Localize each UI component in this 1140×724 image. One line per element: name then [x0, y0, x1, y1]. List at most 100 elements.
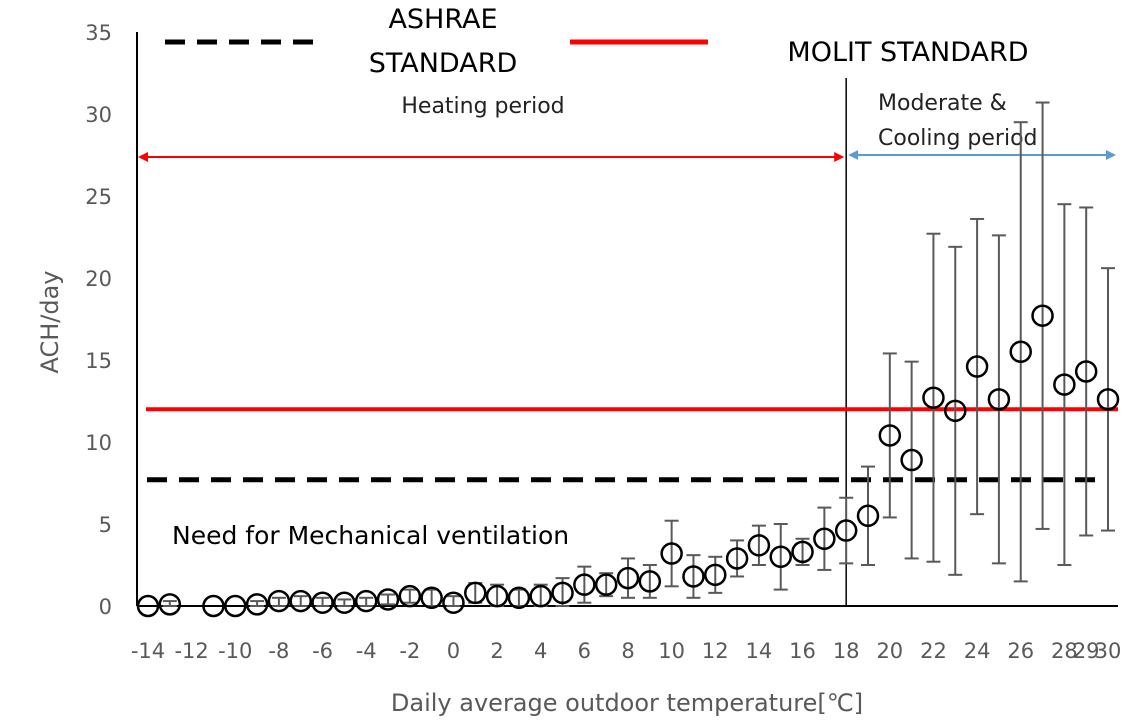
point-marker: [485, 584, 509, 608]
point-marker: [398, 584, 422, 608]
x-tick-label: 30: [1095, 639, 1122, 663]
legend-ashrae-label-line1: ASHRAE: [388, 4, 497, 35]
point-marker: [551, 581, 574, 605]
y-tick-label: 0: [99, 595, 112, 619]
x-axis-title: Daily average outdoor temperature[℃]: [391, 689, 863, 717]
point-marker: [660, 542, 683, 565]
point-marker: [245, 593, 269, 616]
x-tick-label: 18: [833, 639, 860, 663]
data-point: [965, 217, 989, 516]
point-marker: [682, 565, 705, 588]
point-marker: [791, 540, 814, 564]
data-point: [267, 589, 291, 613]
data-point: [660, 519, 683, 588]
data-point: [245, 593, 269, 616]
cooling-period-label-line1: Moderate &: [878, 91, 1007, 116]
data-point: [311, 591, 334, 614]
data-point: [682, 554, 705, 599]
data-point: [747, 524, 771, 566]
point-marker: [834, 519, 858, 542]
y-tick-label: 20: [85, 267, 112, 291]
data-point: [529, 583, 552, 608]
x-tick-label: 2: [490, 639, 503, 663]
data-point: [289, 589, 312, 613]
data-points: [136, 101, 1120, 618]
x-tick-label: -6: [312, 639, 333, 663]
data-point: [1053, 203, 1076, 566]
data-point: [769, 523, 792, 591]
x-tick-label: 28: [1051, 639, 1078, 663]
x-tick-label: -14: [131, 639, 165, 663]
point-marker: [856, 504, 880, 528]
data-point: [856, 465, 880, 566]
point-marker: [158, 593, 182, 616]
x-tick-label: 0: [447, 639, 460, 663]
point-marker: [922, 386, 945, 409]
data-point: [485, 583, 509, 608]
point-marker: [354, 589, 378, 613]
point-marker: [267, 589, 291, 613]
x-tick-label: 22: [920, 639, 947, 663]
data-point: [420, 586, 443, 610]
data-point: [398, 584, 422, 608]
cooling-period-label-line2: Cooling period: [878, 126, 1038, 151]
y-tick-label: 30: [85, 103, 112, 127]
point-marker: [507, 586, 531, 610]
point-marker: [900, 448, 923, 472]
data-point: [376, 588, 400, 611]
point-marker: [1053, 373, 1076, 396]
point-marker: [529, 584, 552, 608]
point-marker: [638, 570, 662, 593]
data-point: [442, 591, 465, 614]
data-point: [638, 564, 662, 599]
point-marker: [202, 594, 225, 618]
y-tick-label: 10: [85, 431, 112, 455]
x-tick-label: -4: [356, 639, 377, 663]
point-marker: [136, 594, 160, 618]
point-marker: [704, 563, 727, 587]
point-marker: [965, 355, 989, 378]
x-tick-label: -12: [174, 639, 208, 663]
x-tick-label: -8: [268, 639, 289, 663]
x-tick-label: 14: [746, 639, 773, 663]
point-marker: [333, 591, 356, 614]
data-point: [551, 577, 574, 607]
point-marker: [616, 566, 640, 590]
heating-period-label: Heating period: [401, 94, 564, 119]
data-point: [813, 506, 836, 571]
y-tick-label: 35: [85, 21, 112, 45]
x-tick-label: 16: [789, 639, 816, 663]
data-point: [354, 589, 378, 613]
point-marker: [311, 591, 334, 614]
data-point: [987, 234, 1011, 565]
x-tick-labels: -14 -12 -10 -8 -6 -4 -2 0 2 4 6 8 10 12 14 16 18 20 22 24 26…: [131, 639, 1122, 663]
x-tick-label: 26: [1007, 639, 1034, 663]
legend-ashrae-label-line2: STANDARD: [369, 48, 518, 79]
data-point: [158, 593, 182, 616]
data-point: [202, 594, 225, 618]
data-point: [922, 232, 945, 563]
point-marker: [573, 573, 596, 596]
point-marker: [289, 589, 312, 613]
data-point: [224, 594, 247, 618]
mechanical-ventilation-annotation: Need for Mechanical ventilation: [172, 521, 569, 550]
x-tick-label: 4: [534, 639, 547, 663]
point-marker: [725, 547, 749, 570]
legend: ASHRAE STANDARD MOLIT STANDARD: [165, 4, 1029, 79]
x-tick-label: 29: [1073, 639, 1100, 663]
x-tick-label: 8: [621, 639, 634, 663]
x-tick-label: 24: [964, 639, 991, 663]
point-marker: [1096, 388, 1120, 411]
data-point: [464, 581, 487, 605]
data-point: [333, 591, 356, 614]
data-point: [704, 555, 727, 594]
data-point: [573, 565, 596, 604]
x-tick-label: 20: [876, 639, 903, 663]
point-marker: [464, 581, 487, 605]
point-marker: [1031, 304, 1054, 327]
y-tick-labels: 0 5 10 15 20 25 30 35: [85, 21, 112, 619]
point-marker: [224, 594, 247, 618]
point-marker: [987, 388, 1011, 411]
data-point: [1031, 101, 1054, 530]
point-marker: [813, 527, 836, 551]
